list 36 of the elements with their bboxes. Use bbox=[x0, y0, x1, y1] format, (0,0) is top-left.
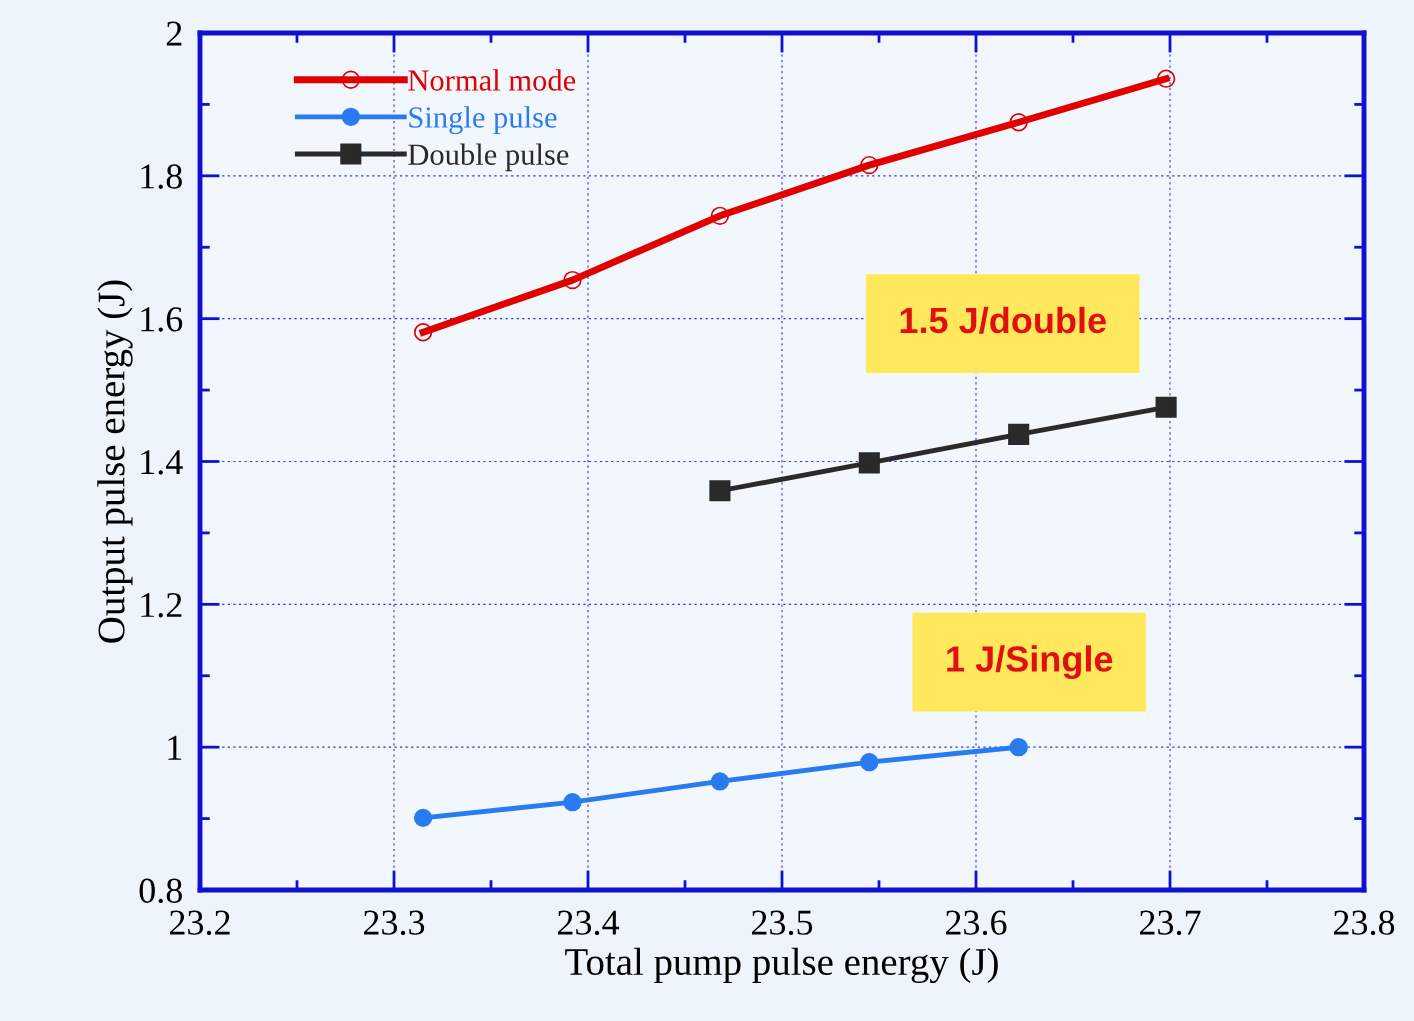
point bbox=[1009, 737, 1028, 757]
y-tick-label: 2 bbox=[166, 21, 182, 46]
y-tick-label: 1.8 bbox=[141, 164, 182, 189]
point bbox=[413, 323, 433, 342]
point bbox=[858, 452, 880, 474]
point bbox=[860, 752, 879, 772]
annotation: 1 J/Single bbox=[947, 645, 1113, 680]
x-tick-label: 23.8 bbox=[1333, 910, 1395, 936]
annotation: 1.5 J/double bbox=[900, 306, 1106, 334]
y-tick-label: 1.4 bbox=[141, 450, 183, 475]
x-axis-title: Total pump pulse energy (J) bbox=[565, 947, 998, 984]
point bbox=[709, 480, 731, 502]
point bbox=[563, 270, 582, 290]
point bbox=[710, 206, 730, 225]
legend-label: Single pulse bbox=[409, 106, 557, 135]
point bbox=[413, 808, 433, 828]
x-tick-label: 23.6 bbox=[945, 910, 1007, 936]
point bbox=[860, 155, 879, 175]
point bbox=[563, 792, 582, 812]
y-tick-label: 1.2 bbox=[141, 592, 182, 618]
point bbox=[1155, 396, 1177, 418]
point bbox=[710, 772, 730, 791]
point bbox=[1156, 69, 1176, 88]
y-tick-label: 0.8 bbox=[139, 878, 182, 904]
point bbox=[1009, 113, 1028, 132]
x-tick-label: 23.5 bbox=[751, 910, 813, 936]
y-tick-label: 1.6 bbox=[141, 307, 183, 332]
legend-label: Double pulse bbox=[408, 143, 569, 172]
legend-label: Normal mode bbox=[408, 69, 576, 91]
x-tick-label: 23.4 bbox=[557, 910, 620, 936]
x-tick-label: 23.7 bbox=[1139, 910, 1201, 936]
x-tick-label: 23.2 bbox=[169, 910, 230, 936]
x-tick-label: 23.3 bbox=[363, 910, 425, 936]
y-tick-label: 1 bbox=[168, 735, 182, 760]
y-axis-title: Output pulse energy (J) bbox=[97, 280, 133, 643]
point bbox=[1008, 423, 1030, 445]
